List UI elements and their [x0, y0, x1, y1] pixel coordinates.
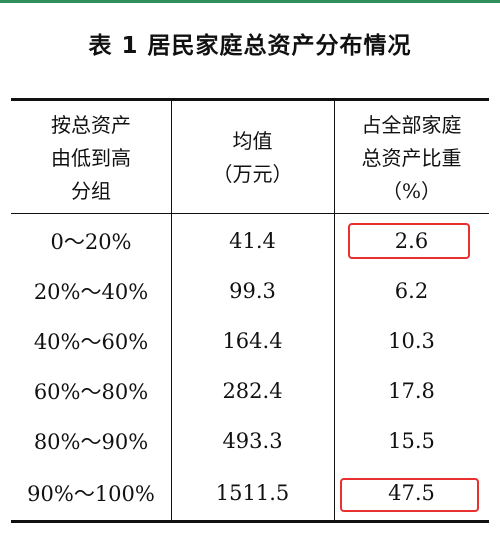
- mean-cell: 282.4: [222, 379, 283, 403]
- column-divider-2: [334, 100, 335, 521]
- mean-cell: 99.3: [229, 279, 276, 303]
- header-mean-line-1: 均值: [232, 129, 273, 153]
- header-mean-line-2: （万元）: [212, 162, 293, 186]
- header-cell-mean: 均值 （万元）: [171, 104, 334, 212]
- group-cell: 80%～90%: [33, 430, 149, 454]
- mean-cell: 1511.5: [215, 481, 290, 505]
- table-row: 40%～60% 164.4 10.3: [11, 316, 489, 366]
- share-cell: 6.2: [394, 279, 429, 303]
- top-accent-bar: [0, 0, 500, 3]
- header-group-line-2: 由低到高: [51, 145, 131, 170]
- header-share-line-3: （%）: [381, 178, 441, 203]
- share-cell: 2.6: [394, 229, 429, 253]
- header-group-line-3: 分组: [71, 178, 111, 203]
- mean-cell: 493.3: [222, 429, 283, 453]
- header-cell-share: 占全部家庭 总资产比重 （%）: [334, 104, 489, 212]
- header-share-line-1: 占全部家庭: [361, 112, 462, 137]
- table-row: 90%～100% 1511.5 47.5: [11, 468, 489, 518]
- table-row: 20%～40% 99.3 6.2: [11, 266, 489, 316]
- table-title: 表 1 居民家庭总资产分布情况: [88, 33, 412, 59]
- table-row: 60%～80% 282.4 17.8: [11, 366, 489, 416]
- mean-cell: 41.4: [229, 229, 276, 253]
- table-row: 0～20% 41.4 2.6: [11, 216, 489, 266]
- header-cell-group: 按总资产 由低到高 分组: [11, 104, 171, 212]
- group-cell: 40%～60%: [33, 330, 149, 354]
- group-cell: 60%～80%: [33, 380, 149, 404]
- header-group-line-1: 按总资产: [51, 112, 131, 137]
- group-cell: 20%～40%: [33, 280, 149, 304]
- header-share-line-2: 总资产比重: [361, 145, 462, 170]
- group-cell: 90%～100%: [27, 482, 155, 506]
- table-row: 80%～90% 493.3 15.5: [11, 416, 489, 466]
- share-cell: 15.5: [388, 429, 435, 453]
- mean-cell: 164.4: [222, 329, 283, 353]
- share-cell: 47.5: [388, 481, 435, 505]
- highlight-box-bottom-share: [340, 478, 479, 512]
- highlight-box-top-share: [348, 223, 470, 259]
- column-divider-1: [171, 100, 172, 521]
- header-divider-rule: [11, 213, 489, 214]
- group-cell: 0～20%: [50, 230, 132, 254]
- share-cell: 10.3: [388, 329, 435, 353]
- table-bottom-rule: [11, 520, 489, 523]
- table-top-rule: [11, 98, 489, 101]
- share-cell: 17.8: [388, 379, 435, 403]
